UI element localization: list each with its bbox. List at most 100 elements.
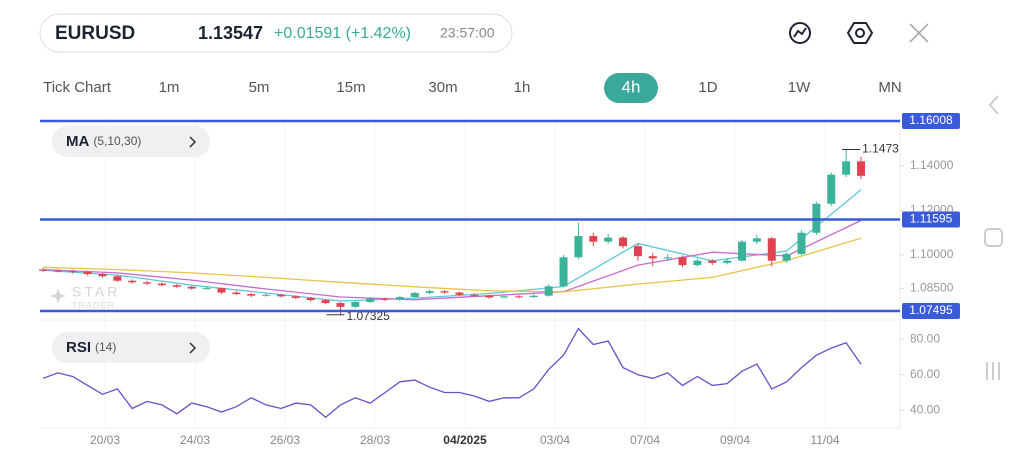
date-label: 04/2025 [443, 433, 487, 447]
candle-body [440, 291, 449, 293]
indicator-pill[interactable] [52, 126, 210, 157]
y-tick-label: 1.14000 [910, 158, 954, 172]
level-label: 1.16008 [909, 113, 953, 127]
timeframe-tab[interactable]: 1D [698, 79, 717, 96]
candle-body [767, 238, 776, 261]
clock: 23:57:00 [440, 25, 495, 41]
candle-body [172, 285, 181, 287]
candle-body [113, 276, 122, 281]
candle-body [291, 296, 300, 298]
candle-body [276, 294, 285, 297]
candle-body [395, 297, 404, 300]
candle-body [53, 270, 62, 272]
indicator-params: (14) [95, 340, 116, 354]
side-controls [984, 95, 1003, 380]
date-label: 20/03 [90, 433, 120, 447]
timeframe-tabs: Tick Chart 1m 5m 15m 30m 1h 4h 1D 1W MN [43, 73, 902, 103]
candle-body [39, 269, 47, 271]
indicator-chevron[interactable] [189, 342, 197, 354]
level-tag [902, 112, 960, 129]
candle-body [633, 246, 642, 257]
candle-body [217, 288, 226, 293]
price-change: +0.01591 (+1.42%) [274, 25, 411, 42]
candle-body [83, 271, 92, 275]
candle-body [574, 236, 583, 258]
candle-body [336, 303, 345, 307]
candle-body [202, 288, 211, 290]
level-label: 1.07495 [909, 303, 953, 317]
tab-selected [604, 73, 658, 103]
candle-body [410, 293, 419, 298]
candle-body [648, 256, 657, 259]
candle-body [544, 286, 553, 296]
candle-body [663, 257, 672, 259]
indicator-icon[interactable] [789, 22, 811, 44]
settings-icon[interactable] [846, 22, 874, 44]
date-label: 03/04 [540, 433, 570, 447]
candle-body [157, 283, 166, 286]
timeframe-tab[interactable]: 1W [788, 79, 811, 96]
candle-body [68, 271, 77, 273]
candle-body [529, 295, 538, 298]
level-label: 1.11595 [910, 212, 953, 226]
level-tag [902, 211, 960, 228]
candle-body [723, 260, 732, 263]
indicator-chevron[interactable] [189, 136, 197, 148]
watermark-star [50, 288, 66, 304]
close-icon[interactable] [909, 23, 929, 43]
timeframe-tab[interactable]: 30m [428, 79, 457, 96]
date-label: 07/04 [630, 433, 660, 447]
candle-body [187, 286, 196, 289]
candle-body [559, 257, 568, 287]
indicator-params: (5,10,30) [93, 134, 141, 148]
timeframe-tab[interactable]: Tick Chart [43, 79, 112, 96]
ma-line [42, 189, 862, 302]
candle-body [128, 280, 137, 283]
indicator-name[interactable]: RSI [66, 339, 91, 356]
candle-body [262, 294, 271, 296]
timeframe-tab[interactable]: 1h [514, 79, 531, 96]
candle-body [425, 291, 434, 294]
timeframe-tab[interactable]: 5m [249, 79, 270, 96]
timeframe-tab[interactable]: 4h [622, 77, 641, 96]
timeframe-tab[interactable]: MN [878, 79, 901, 96]
timeframe-tab[interactable]: 1m [159, 79, 180, 96]
candle-body [619, 237, 628, 247]
candle-body [351, 301, 360, 307]
date-label: 26/03 [270, 433, 300, 447]
candle-body [366, 298, 375, 302]
candle-body [678, 257, 687, 266]
date-label: 11/04 [810, 433, 839, 447]
timeframe-tab[interactable]: 15m [336, 79, 365, 96]
indicator-pill[interactable] [52, 332, 210, 363]
symbol[interactable]: EURUSD [55, 23, 135, 44]
date-label: 28/03 [360, 433, 390, 447]
rsi-tick-label: 60.00 [910, 367, 940, 381]
y-tick-label: 1.10000 [910, 247, 954, 261]
candle-body [306, 297, 315, 301]
ma-line [42, 237, 862, 293]
y-tick-label: 1.08500 [910, 281, 954, 295]
price: 1.13547 [198, 23, 263, 43]
watermark: TRADER [72, 300, 115, 310]
candle-body [589, 236, 598, 242]
candle-body [321, 300, 330, 304]
candle-body [738, 241, 747, 261]
candle-body [232, 292, 241, 295]
candle-body [708, 260, 717, 263]
candle-body [500, 296, 509, 298]
indicator-name[interactable]: MA [66, 133, 89, 150]
candle-body [470, 294, 479, 296]
low-label: 1.07325 [346, 309, 390, 323]
level-tag [902, 302, 960, 319]
high-label: 1.1473 [862, 142, 899, 156]
rsi-line [42, 327, 862, 419]
candle-body [827, 174, 836, 204]
candle-body [797, 232, 806, 254]
candle-body [842, 161, 851, 175]
candle-body [782, 253, 791, 261]
date-label: 09/04 [720, 433, 750, 447]
candle-body [514, 296, 523, 298]
